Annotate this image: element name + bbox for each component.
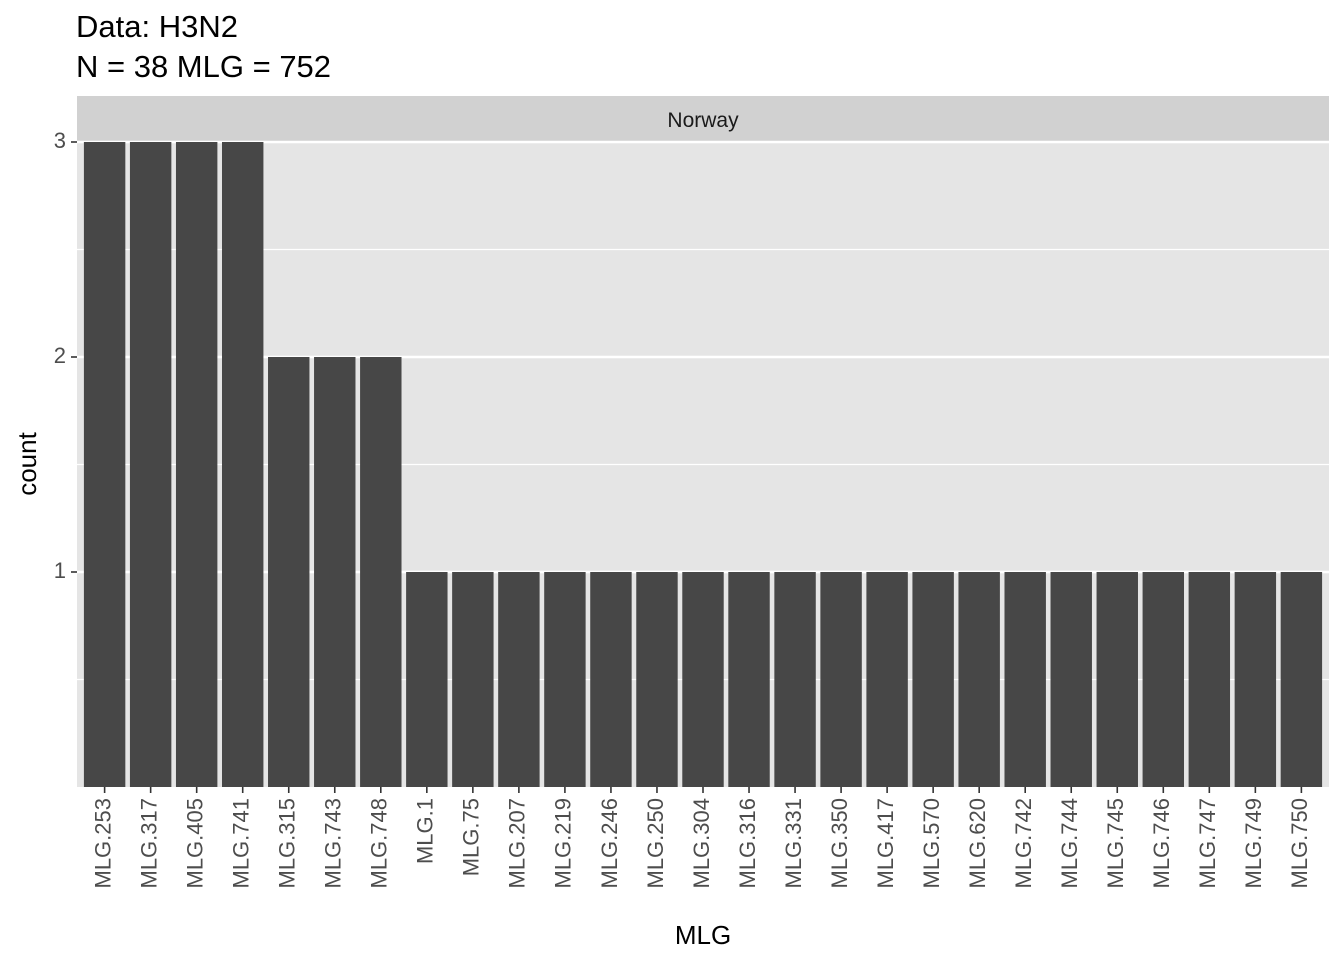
bar [958,572,1000,787]
x-tick-label: MLG.743 [321,798,346,889]
bar [221,142,264,787]
bar [406,572,448,787]
bar [1050,572,1092,787]
x-tick-label: MLG.207 [505,798,530,889]
x-axis: MLG.253 MLG.317 MLG.405 MLG.741 MLG.315 MLG.7… [90,787,1312,889]
bar [268,357,310,787]
bar [175,142,218,787]
bar [1004,572,1046,787]
bar [682,572,724,787]
x-tick-label: MLG.219 [551,798,576,889]
bar [452,572,494,787]
bar [360,357,402,787]
x-tick-label: MLG.570 [919,798,944,889]
bar [1234,572,1277,787]
bar [314,357,356,787]
facet-strip [77,96,1329,141]
x-tick-label: MLG.742 [1011,798,1036,889]
y-axis: 1 2 3 [54,128,77,583]
x-tick-label: MLG.417 [873,798,898,889]
bar [912,572,954,787]
x-tick-label: MLG.748 [367,798,392,889]
x-tick-label: MLG.316 [735,798,760,889]
x-tick-label: MLG.405 [182,798,207,889]
bar [866,572,908,787]
bar [774,572,816,787]
bar [129,142,172,787]
x-tick-label: MLG.745 [1103,798,1128,889]
bar [498,572,540,787]
y-tick-label: 1 [54,558,66,583]
y-axis-title: count [12,431,42,495]
x-tick-label: MLG.331 [781,798,806,889]
bar [636,572,678,787]
x-tick-label: MLG.749 [1241,798,1266,889]
bar [1096,572,1138,787]
bar [544,572,586,787]
x-tick-label: MLG.304 [689,798,714,889]
x-tick-label: MLG.750 [1287,798,1312,889]
x-tick-label: MLG.620 [965,798,990,889]
x-tick-label: MLG.75 [459,798,484,876]
x-tick-label: MLG.746 [1149,798,1174,889]
x-tick-label: MLG.350 [827,798,852,889]
x-axis-title: MLG [675,920,731,950]
bar [1188,572,1231,787]
x-tick-label: MLG.317 [136,798,161,889]
x-tick-label: MLG.250 [643,798,668,889]
x-tick-label: MLG.741 [229,798,254,889]
bar [1142,572,1185,787]
chart-title: Data: H3N2 [76,9,238,44]
x-tick-label: MLG.253 [90,798,115,889]
x-tick-label: MLG.315 [275,798,300,889]
bar [1280,572,1323,787]
x-tick-label: MLG.1 [413,798,438,864]
bar [728,572,770,787]
chart-subtitle: N = 38 MLG = 752 [76,49,331,84]
x-tick-label: MLG.246 [597,798,622,889]
bars [83,142,1323,787]
bar [83,142,126,787]
x-tick-label: MLG.747 [1195,798,1220,889]
bar [820,572,862,787]
x-tick-label: MLG.744 [1057,798,1082,889]
facet-strip-label: Norway [667,109,739,132]
y-tick-label: 2 [54,343,66,368]
y-tick-label: 3 [54,128,66,153]
bar [590,572,632,787]
